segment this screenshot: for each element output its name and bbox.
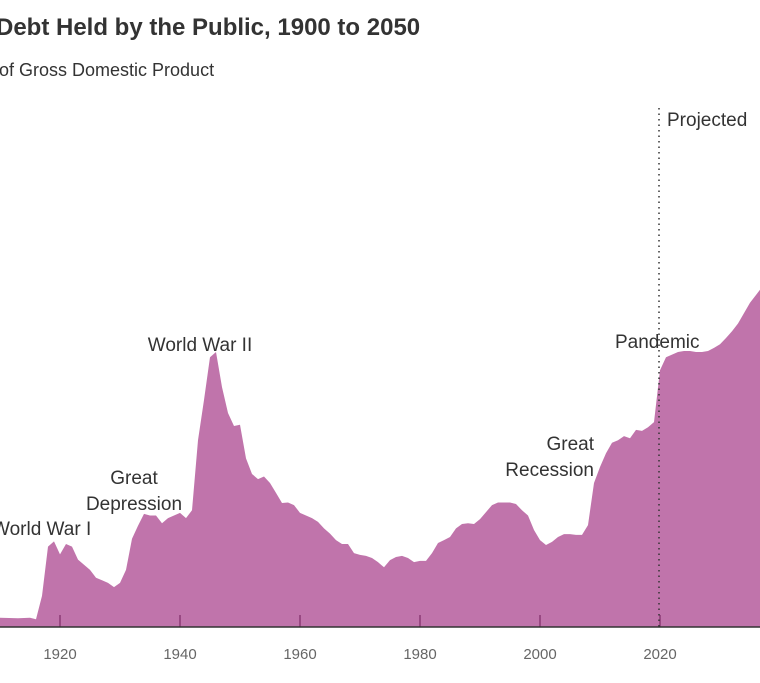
annotation-pandemic: Pandemic	[615, 332, 700, 353]
x-tick-label: 2020	[643, 646, 676, 663]
chart-title: Debt Held by the Public, 1900 to 2050	[0, 14, 421, 41]
annotation-great-depression-line1: Great	[110, 468, 158, 489]
annotation-great-recession-line2: Recession	[505, 460, 594, 481]
x-tick-label: 1980	[403, 646, 436, 663]
debt-area	[0, 289, 760, 627]
projected-label: Projected	[667, 110, 747, 131]
x-tick-label: 1920	[43, 646, 76, 663]
x-tick-label: 1960	[283, 646, 316, 663]
annotation-great-recession-line1: Great	[546, 434, 594, 455]
x-tick-label: 1940	[163, 646, 196, 663]
x-tick-label: 2000	[523, 646, 556, 663]
annotation-great-depression-line2: Depression	[86, 494, 182, 515]
annotation-world-war-i: World War I	[0, 519, 91, 540]
annotation-world-war-ii: World War II	[148, 335, 253, 356]
chart-subtitle: of Gross Domestic Product	[0, 60, 215, 80]
